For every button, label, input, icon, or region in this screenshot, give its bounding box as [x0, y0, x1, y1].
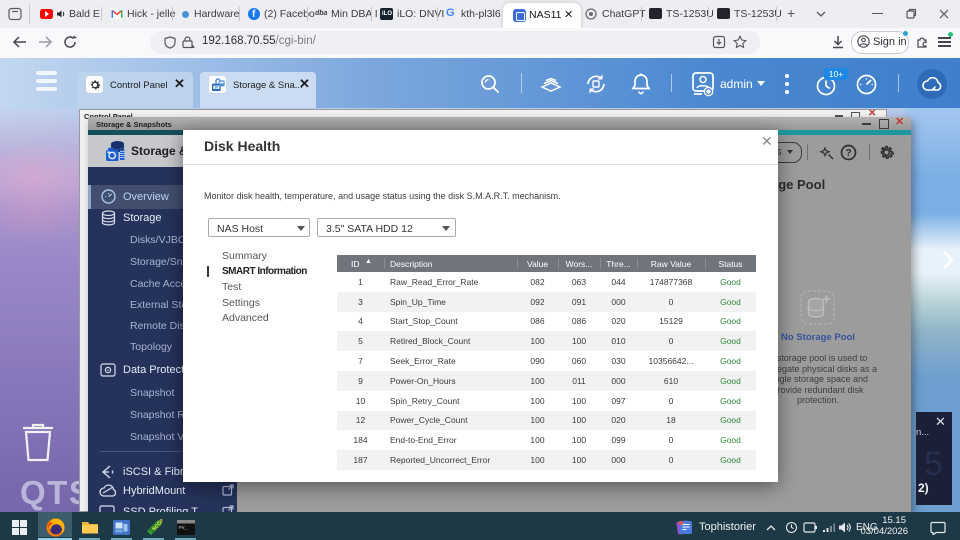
svg-text:PV_: PV_ — [179, 525, 187, 531]
svg-text:10: 10 — [215, 85, 219, 89]
svg-text:?: ? — [845, 148, 851, 159]
svg-text:SCCP: SCCP — [151, 519, 164, 532]
